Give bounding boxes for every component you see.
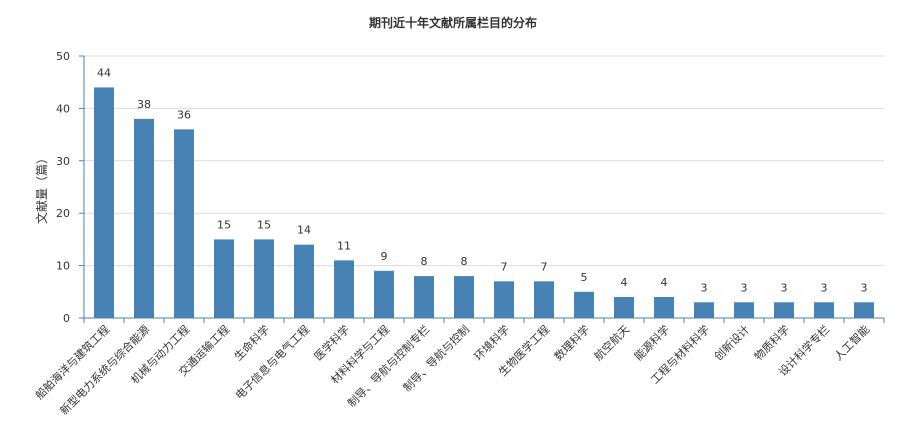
bar bbox=[374, 270, 394, 318]
data-label: 15 bbox=[257, 218, 271, 231]
data-label: 8 bbox=[461, 255, 468, 268]
data-label: 3 bbox=[861, 281, 868, 294]
data-label: 3 bbox=[821, 281, 828, 294]
bars bbox=[94, 87, 874, 318]
x-tick-label: 人工智能 bbox=[831, 322, 872, 363]
bar bbox=[694, 302, 714, 318]
x-tick-label: 制导、导航与控制 bbox=[400, 322, 472, 394]
chart-title: 期刊近十年文献所属栏目的分布 bbox=[368, 16, 537, 30]
x-tick-label: 生命科学 bbox=[231, 322, 272, 363]
bar bbox=[294, 244, 314, 318]
bar bbox=[854, 302, 874, 318]
grid-lines bbox=[84, 55, 884, 267]
data-label: 38 bbox=[137, 98, 151, 111]
x-tick-label: 环境科学 bbox=[471, 322, 512, 363]
y-axis-title: 文献量（篇） bbox=[34, 152, 49, 224]
x-tick-label: 能源科学 bbox=[631, 322, 672, 363]
bar bbox=[614, 297, 634, 318]
data-label: 36 bbox=[177, 108, 191, 121]
x-tick-label: 电子信息与电气工程 bbox=[232, 322, 312, 402]
bar bbox=[254, 239, 274, 318]
y-tick-label: 50 bbox=[56, 50, 70, 63]
data-label: 15 bbox=[217, 218, 231, 231]
x-tick-label: 医学科学 bbox=[311, 322, 352, 363]
data-label: 3 bbox=[781, 281, 788, 294]
data-label: 9 bbox=[381, 250, 388, 263]
x-tick-label: 数理科学 bbox=[551, 322, 592, 363]
y-tick-labels: 0 10 20 30 40 50 bbox=[56, 50, 70, 325]
data-label: 8 bbox=[421, 255, 428, 268]
bar bbox=[774, 302, 794, 318]
data-label: 7 bbox=[501, 260, 508, 273]
bar bbox=[134, 118, 154, 318]
y-tick-label: 10 bbox=[56, 260, 70, 273]
data-label: 5 bbox=[581, 271, 588, 284]
x-tick-label: 船舶海洋与建筑工程 bbox=[32, 322, 112, 402]
data-label: 4 bbox=[661, 276, 668, 289]
bar bbox=[534, 281, 554, 318]
bar bbox=[414, 276, 434, 318]
y-tick-label: 40 bbox=[56, 102, 70, 115]
data-label: 3 bbox=[701, 281, 708, 294]
data-label: 44 bbox=[97, 66, 111, 79]
bar bbox=[494, 281, 514, 318]
data-label: 14 bbox=[297, 224, 311, 237]
bar bbox=[174, 129, 194, 318]
axes bbox=[79, 55, 885, 323]
bar bbox=[574, 291, 594, 318]
bar bbox=[214, 239, 234, 318]
y-tick-label: 0 bbox=[63, 312, 70, 325]
bar bbox=[814, 302, 834, 318]
bar bbox=[334, 260, 354, 318]
bar bbox=[94, 87, 114, 318]
x-tick-label: 物质科学 bbox=[751, 322, 792, 363]
bar bbox=[454, 276, 474, 318]
bar bbox=[654, 297, 674, 318]
y-tick-label: 30 bbox=[56, 155, 70, 168]
data-label: 7 bbox=[541, 260, 548, 273]
bar bbox=[734, 302, 754, 318]
x-tick-label: 创新设计 bbox=[711, 322, 752, 363]
data-label: 3 bbox=[741, 281, 748, 294]
y-tick-label: 20 bbox=[56, 207, 70, 220]
data-label: 11 bbox=[337, 239, 351, 252]
x-tick-label: 航空航天 bbox=[591, 322, 632, 363]
data-label: 4 bbox=[621, 276, 628, 289]
